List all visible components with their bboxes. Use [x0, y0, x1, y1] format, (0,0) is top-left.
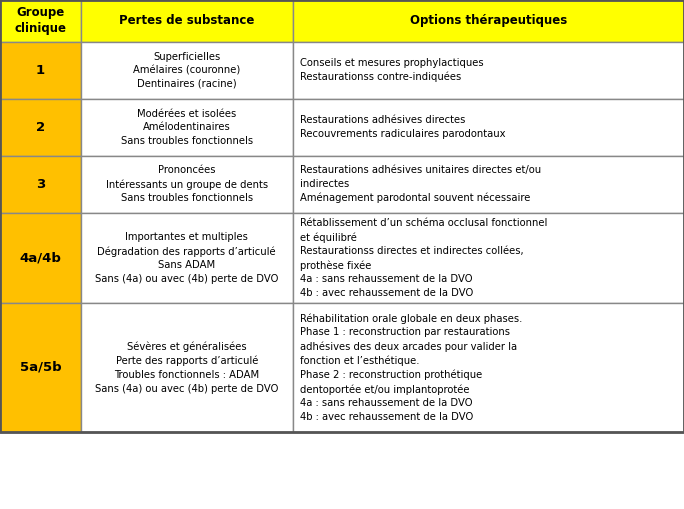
Bar [293, 0, 684, 42]
Bar [81, 156, 293, 213]
Text: Sévères et généralisées
Perte des rapports d’articulé
Troubles fonctionnels : AD: Sévères et généralisées Perte des rappor… [95, 342, 278, 393]
Bar [81, 0, 293, 42]
Text: Prononcées
Intéressants un groupe de dents
Sans troubles fonctionnels: Prononcées Intéressants un groupe de den… [105, 165, 268, 203]
Text: Conseils et mesures prophylactiques
Restaurationss contre-indiquées: Conseils et mesures prophylactiques Rest… [300, 58, 483, 82]
Text: Restaurations adhésives directes
Recouvrements radiculaires parodontaux: Restaurations adhésives directes Recouvr… [300, 116, 505, 139]
Bar [0, 156, 81, 213]
Text: 3: 3 [36, 178, 45, 191]
Bar [0, 99, 81, 156]
Text: Modérées et isolées
Amélodentinaires
Sans troubles fonctionnels: Modérées et isolées Amélodentinaires San… [120, 108, 253, 146]
Bar [293, 213, 684, 303]
Bar [293, 42, 684, 99]
Text: 2: 2 [36, 121, 45, 134]
Text: Options thérapeutiques: Options thérapeutiques [410, 14, 567, 27]
Bar [81, 213, 293, 303]
Text: Groupe
clinique: Groupe clinique [14, 7, 66, 35]
Text: 4a/4b: 4a/4b [19, 251, 62, 265]
Bar [0, 0, 81, 42]
Bar [293, 99, 684, 156]
Text: 1: 1 [36, 64, 45, 77]
Text: 5a/5b: 5a/5b [20, 361, 61, 374]
Bar [0, 0, 684, 432]
Text: Pertes de substance: Pertes de substance [119, 14, 254, 27]
Bar [81, 42, 293, 99]
Bar [81, 303, 293, 432]
Text: Superficielles
Amélaires (couronne)
Dentinaires (racine): Superficielles Amélaires (couronne) Dent… [133, 51, 240, 89]
Bar [81, 99, 293, 156]
Bar [0, 213, 81, 303]
Text: Restaurations adhésives unitaires directes et/ou
indirectes
Aménagement parodont: Restaurations adhésives unitaires direct… [300, 165, 541, 203]
Bar [0, 42, 81, 99]
Text: Rétablissement d’un schéma occlusal fonctionnel
et équilibré
Restaurationss dire: Rétablissement d’un schéma occlusal fonc… [300, 218, 547, 298]
Bar [293, 303, 684, 432]
Bar [293, 156, 684, 213]
Text: Importantes et multiples
Dégradation des rapports d’articulé
Sans ADAM
Sans (4a): Importantes et multiples Dégradation des… [95, 232, 278, 284]
Text: Réhabilitation orale globale en deux phases.
Phase 1 : reconstruction par restau: Réhabilitation orale globale en deux pha… [300, 313, 522, 422]
Bar [0, 303, 81, 432]
